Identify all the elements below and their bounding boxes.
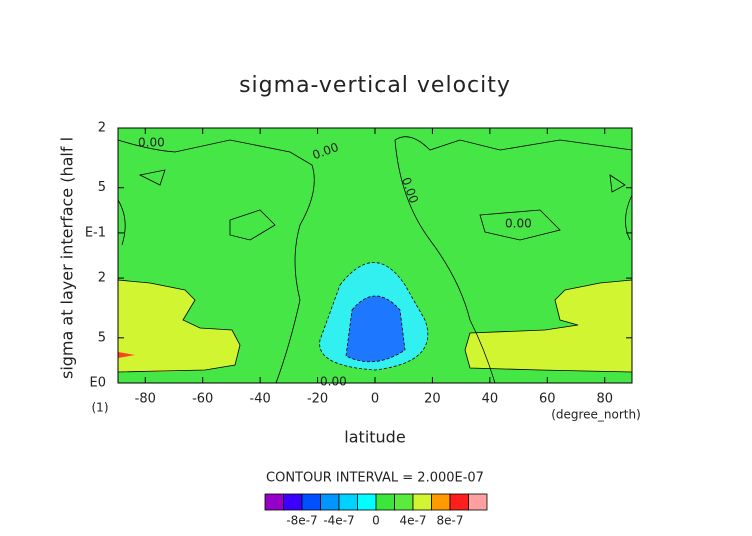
colorbar-box [357, 493, 377, 511]
x-tick-label: 0 [371, 392, 379, 407]
positive-region [118, 352, 135, 358]
colorbar-label: -4e-7 [323, 514, 354, 528]
x-tick-label: -20 [307, 392, 328, 407]
y-tick-label: E0 [90, 376, 107, 391]
colorbar-label: 8e-7 [437, 514, 464, 528]
contour-line [479, 209, 561, 241]
contour-label: 0.00 [505, 217, 532, 231]
colorbar-box [375, 493, 395, 511]
x-unit: (degree_north) [551, 408, 641, 422]
contour-fill [118, 128, 632, 383]
colorbar-box [412, 493, 432, 511]
y-tick-label: 2 [98, 121, 106, 136]
y-axis-label: sigma at layer interface (half l [58, 137, 77, 379]
contour-line [117, 139, 315, 384]
contour-line [394, 139, 496, 384]
colorbar-box [301, 493, 321, 511]
colorbar-box [338, 493, 358, 511]
colorbar-label: -8e-7 [286, 514, 317, 528]
contour-label: 0.00 [138, 136, 165, 150]
colorbar-box [264, 493, 284, 511]
contour-line [117, 194, 633, 246]
contour-line [138, 169, 626, 193]
negative-region [345, 295, 406, 363]
y-tick-label: 5 [98, 180, 106, 195]
y-unit: (1) [92, 401, 109, 415]
y-tick-label: 2 [98, 271, 106, 286]
x-tick-label: -80 [135, 392, 156, 407]
x-tick-label: 20 [424, 392, 441, 407]
colorbar-label: 0 [372, 514, 380, 528]
colorbar-box [283, 493, 303, 511]
y-tick-label: E-1 [85, 225, 106, 240]
contour-line [464, 279, 633, 373]
colorbar-box [394, 493, 414, 511]
x-tick-label: -60 [192, 392, 213, 407]
colorbar-box [468, 493, 488, 511]
contour-label: 0.00 [320, 375, 347, 389]
x-tick-label: 40 [482, 392, 499, 407]
colorbar-box [320, 493, 340, 511]
colorbar-label: 4e-7 [400, 514, 427, 528]
positive-region [465, 280, 632, 372]
positive-region [118, 280, 240, 372]
x-tick-label: -40 [250, 392, 271, 407]
x-tick-label: 60 [539, 392, 556, 407]
colorbar-box [431, 493, 451, 511]
x-axis-label: latitude [344, 428, 405, 447]
contour-line [394, 136, 633, 151]
chart-title: sigma-vertical velocity [239, 73, 511, 98]
contour-line [229, 209, 276, 241]
contour-lines [117, 136, 633, 384]
x-tick-label: 80 [596, 392, 613, 407]
contour-line [117, 279, 241, 373]
contour-interval: CONTOUR INTERVAL = 2.000E-07 [266, 471, 484, 486]
y-tick-label: 5 [98, 330, 106, 345]
colorbar-box [449, 493, 469, 511]
